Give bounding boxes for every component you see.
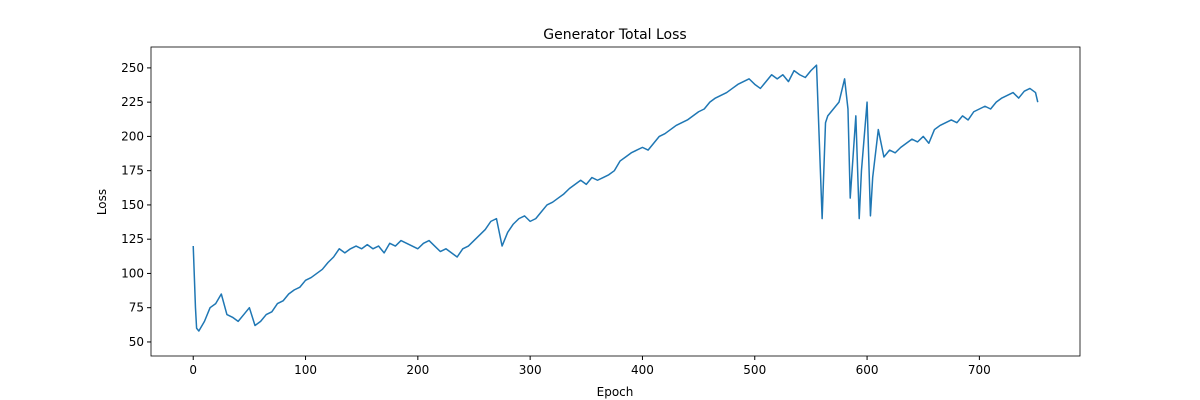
x-tick-label: 500 [743, 363, 766, 377]
y-tick-label: 225 [121, 95, 144, 109]
x-tick-label: 300 [519, 363, 542, 377]
plot-frame [150, 46, 1081, 357]
y-axis-label: Loss [95, 189, 109, 215]
x-tick-label: 0 [189, 363, 197, 377]
y-tick-label: 125 [121, 232, 144, 246]
x-tick-label: 200 [406, 363, 429, 377]
x-tick-label: 600 [856, 363, 879, 377]
y-tick-label: 175 [121, 164, 144, 178]
y-tick-label: 200 [121, 129, 144, 143]
data-line [192, 64, 1039, 332]
y-tick-label: 75 [129, 301, 144, 315]
x-tick-label: 400 [631, 363, 654, 377]
y-tick-label: 50 [129, 335, 144, 349]
x-axis-label: Epoch [597, 385, 634, 399]
x-tick-label: 700 [968, 363, 991, 377]
y-tick-label: 150 [121, 198, 144, 212]
y-tick-label: 250 [121, 61, 144, 75]
x-tick-label: 100 [294, 363, 317, 377]
y-tick-label: 100 [121, 266, 144, 280]
chart-title: Generator Total Loss [543, 27, 686, 43]
